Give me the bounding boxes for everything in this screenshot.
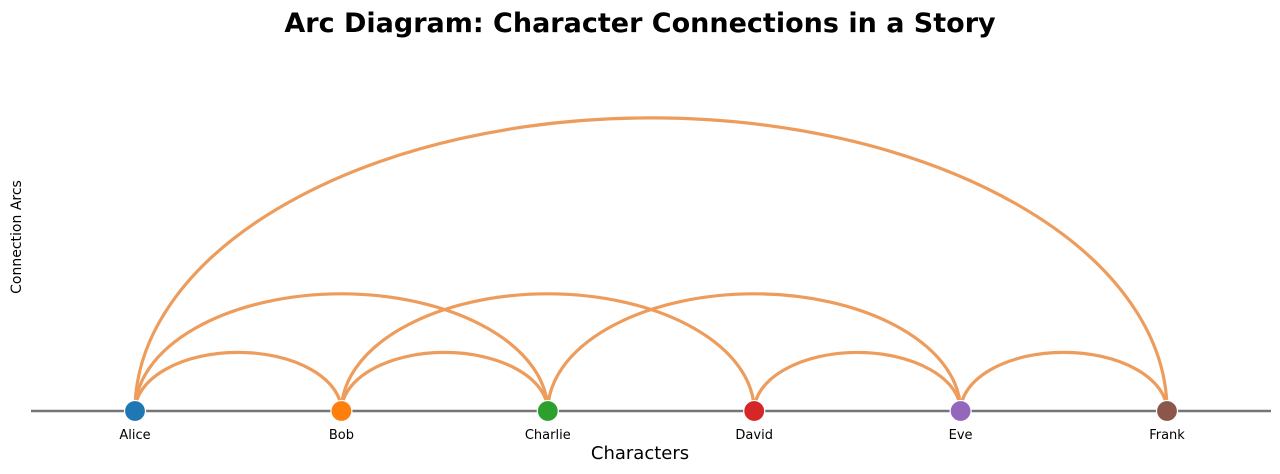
connection-arc (133, 116, 1169, 413)
character-node-dot (949, 399, 972, 423)
connection-arc (959, 350, 1169, 413)
connection-arc (752, 350, 963, 413)
character-node-label: Frank (1149, 428, 1185, 443)
connection-arc (339, 350, 550, 413)
connection-arc (133, 350, 343, 413)
character-node-dot (536, 399, 559, 423)
character-node-label: Charlie (525, 428, 571, 443)
character-node-label: Eve (949, 428, 973, 443)
x-axis-label: Characters (590, 443, 690, 464)
character-node-dot (1155, 399, 1179, 423)
character-node-label: David (735, 428, 773, 443)
character-node-label: Bob (329, 428, 354, 443)
character-node-dot (123, 399, 147, 423)
connection-arc (133, 292, 550, 413)
connection-arc (546, 292, 963, 413)
chart-title: Arc Diagram: Character Connections in a … (284, 8, 996, 39)
character-node-dot (330, 399, 353, 423)
character-node-label: Alice (119, 428, 150, 443)
connection-arc (339, 292, 756, 413)
character-node-dot (743, 399, 766, 423)
